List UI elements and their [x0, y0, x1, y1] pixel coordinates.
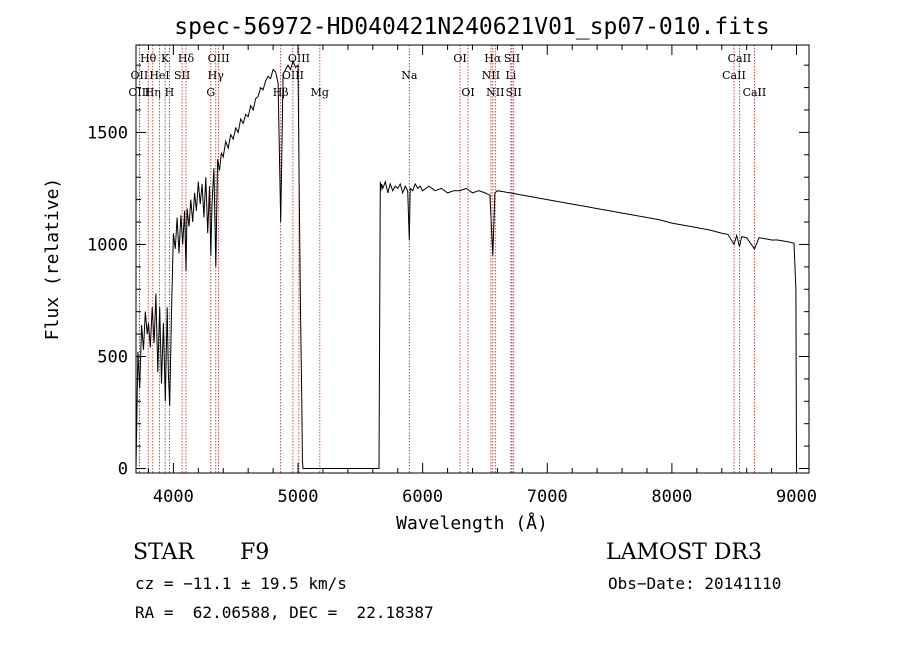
spectral-label-21: G — [206, 86, 215, 99]
spectral-label-25: NII — [486, 86, 504, 99]
spectral-label-16: Li — [505, 69, 516, 82]
spectral-label-10: HeI — [149, 69, 169, 82]
spectral-label-18: OIII — [128, 86, 150, 99]
observation-date: Obs−Date: 20141110 — [608, 574, 782, 593]
spectral-label-17: CaII — [722, 69, 746, 82]
spectral-label-6: Hα — [484, 52, 502, 65]
spectral-label-1: K — [161, 52, 170, 65]
redshift-velocity: cz = −11.1 ± 19.5 km/s — [135, 574, 347, 593]
spectral-label-8: CaII — [728, 52, 752, 65]
x-axis-label: Wavelength (Å) — [396, 512, 548, 534]
y-tick-label: 1500 — [87, 123, 128, 143]
spectral-label-22: Hβ — [273, 86, 289, 99]
spectral-label-26: SII — [506, 86, 522, 99]
x-tick-label: 9000 — [776, 487, 817, 507]
x-tick-label: 8000 — [651, 487, 692, 507]
spectrum-line — [135, 59, 797, 469]
spectral-label-0: Hθ — [140, 52, 157, 65]
spectral-label-4: OIII — [288, 52, 310, 65]
x-tick-label: 7000 — [527, 487, 568, 507]
spectral-label-12: Hγ — [208, 69, 225, 82]
plot-frame — [135, 44, 810, 474]
chart-title: spec-56972-HD040421N240621V01_sp07-010.f… — [174, 14, 769, 40]
spectral-label-27: CaII — [743, 86, 767, 99]
spectral-label-2: Hδ — [178, 52, 195, 65]
x-tick-label: 5000 — [278, 487, 319, 507]
spectral-label-7: SII — [504, 52, 520, 65]
y-axis-label: Flux (relative) — [42, 178, 63, 341]
spectral-label-14: Na — [401, 69, 418, 82]
spectral-label-11: SII — [174, 69, 190, 82]
spectral-label-19: Hη — [145, 86, 161, 99]
y-tick-label: 0 — [118, 460, 128, 480]
spectral-label-23: Mg — [311, 86, 329, 99]
object-class: STAR — [133, 540, 194, 565]
y-axis: 0 500 1000 1500 — [87, 64, 809, 480]
x-axis: 4000 5000 6000 7000 8000 9000 — [147, 45, 817, 507]
spectral-subclass: F9 — [240, 540, 270, 565]
y-tick-label: 1000 — [87, 235, 128, 255]
ra-dec-coordinates: RA = 62.06588, DEC = 22.18387 — [135, 603, 434, 622]
spectral-label-20: H — [165, 86, 175, 99]
survey-name: LAMOST DR3 — [606, 540, 762, 565]
spectral-label-24: OI — [461, 86, 474, 99]
spectral-label-15: NII — [482, 69, 500, 82]
x-tick-label: 6000 — [402, 487, 443, 507]
spectral-label-5: OI — [453, 52, 466, 65]
y-tick-label: 500 — [97, 347, 128, 367]
spectral-label-3: OIII — [208, 52, 230, 65]
x-tick-label: 4000 — [153, 487, 194, 507]
